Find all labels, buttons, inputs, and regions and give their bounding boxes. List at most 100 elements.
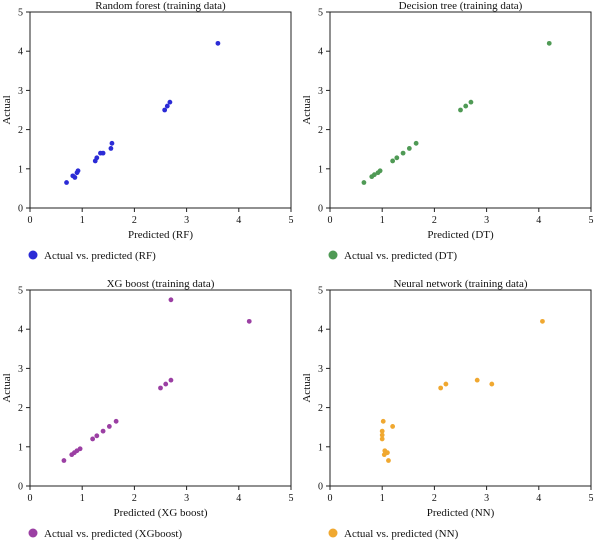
x-tick-label: 5 — [589, 215, 594, 226]
y-tick-label: 2 — [318, 125, 323, 136]
data-point — [400, 150, 406, 156]
data-point — [468, 99, 474, 105]
data-point — [162, 107, 168, 113]
data-point — [163, 381, 169, 387]
x-tick-label: 2 — [132, 215, 137, 226]
data-point — [61, 458, 67, 463]
legend-marker — [28, 528, 38, 538]
data-point — [380, 418, 386, 424]
data-point — [64, 180, 69, 185]
x-tick-label: 1 — [380, 493, 385, 504]
data-point — [109, 140, 115, 146]
data-point — [379, 432, 385, 438]
legend-marker — [328, 528, 338, 538]
chart-panel-2: Decision tree (training data) 0 1 2 3 4 5 0 1 2 3 4… — [301, 0, 594, 262]
y-tick-label: 0 — [18, 482, 23, 493]
data-point — [463, 103, 469, 109]
data-point — [385, 450, 390, 456]
y-tick-label: 1 — [18, 164, 23, 175]
x-tick-label: 0 — [328, 493, 333, 504]
data-point — [77, 446, 83, 452]
data-point — [75, 168, 81, 174]
y-tick-label: 5 — [318, 286, 323, 297]
x-tick-label: 3 — [184, 215, 189, 226]
x-tick-label: 5 — [289, 493, 294, 504]
x-tick-label: 4 — [536, 493, 541, 504]
x-tick-label: 5 — [289, 215, 294, 226]
x-tick-label: 2 — [432, 215, 437, 226]
x-axis-label: Predicted (DT) — [427, 229, 494, 241]
y-tick-label: 2 — [18, 403, 23, 414]
plot-frame — [29, 11, 292, 209]
legend-marker — [28, 250, 38, 260]
x-tick-label: 0 — [328, 215, 333, 226]
x-axis-label: Predicted (NN) — [427, 507, 495, 519]
y-tick-label: 0 — [318, 204, 323, 215]
chart-panel-3: XG boost (training data) 0 1 2 3 4 5 0 1 2 3 4 5 Pred… — [1, 278, 294, 540]
y-tick-label: 3 — [18, 86, 23, 97]
x-tick-label: 4 — [536, 215, 541, 226]
data-point — [361, 180, 367, 185]
data-point — [377, 168, 383, 174]
y-tick-label: 5 — [18, 286, 23, 297]
chart-title: Neural network (training data) — [393, 278, 527, 290]
data-point — [167, 99, 173, 105]
data-point — [72, 175, 78, 180]
plot-frame — [29, 289, 292, 487]
data-point — [458, 107, 463, 113]
x-axis-label: Predicted (XG boost) — [113, 507, 207, 519]
data-point — [164, 103, 170, 109]
chart-title: Random forest (training data) — [95, 0, 226, 12]
x-tick-label: 1 — [80, 493, 85, 504]
y-tick-label: 5 — [18, 8, 23, 19]
data-point — [474, 377, 480, 383]
y-tick-label: 4 — [318, 325, 323, 336]
chart-panel-4: Neural network (training data) 0 1 2 3 4 5 0 1 2 3… — [301, 278, 594, 540]
x-tick-label: 0 — [28, 215, 33, 226]
x-tick-label: 4 — [236, 493, 241, 504]
data-point — [108, 146, 114, 151]
y-tick-label: 3 — [18, 364, 23, 375]
data-point — [90, 436, 96, 442]
y-axis-label: Actual — [1, 95, 13, 124]
y-tick-label: 4 — [18, 325, 23, 336]
data-point — [158, 385, 163, 391]
data-point — [390, 424, 396, 429]
y-tick-label: 1 — [18, 442, 23, 453]
x-tick-label: 3 — [484, 215, 489, 226]
data-point — [438, 385, 444, 391]
y-tick-label: 4 — [318, 47, 323, 58]
y-tick-label: 1 — [318, 442, 323, 453]
data-point — [540, 318, 545, 324]
x-tick-label: 2 — [432, 493, 437, 504]
data-point — [443, 381, 449, 387]
y-tick-label: 2 — [18, 125, 23, 136]
data-point — [394, 155, 400, 161]
data-point — [94, 433, 100, 439]
y-axis-label: Actual — [1, 373, 13, 402]
y-tick-label: 4 — [18, 47, 23, 58]
chart-panel-1: Random forest (training data) 0 1 2 3 4 5 0 1 2 3 4… — [1, 0, 294, 262]
plot-frame — [329, 11, 592, 209]
legend-marker — [328, 250, 338, 260]
data-point — [413, 140, 419, 146]
data-point — [106, 424, 112, 429]
legend-label: Actual vs. predicted (DT) — [344, 250, 457, 262]
y-axis-label: Actual — [301, 95, 313, 124]
data-point — [379, 428, 385, 434]
data-point — [215, 40, 221, 46]
x-tick-label: 3 — [184, 493, 189, 504]
x-tick-label: 0 — [28, 493, 33, 504]
data-point — [94, 155, 100, 161]
data-point — [379, 436, 385, 442]
chart-title: Decision tree (training data) — [399, 0, 523, 12]
x-tick-label: 1 — [380, 215, 385, 226]
data-point — [100, 428, 106, 434]
y-tick-label: 0 — [318, 482, 323, 493]
data-point — [489, 381, 495, 387]
data-point — [546, 40, 552, 46]
data-point — [386, 458, 391, 463]
legend-label: Actual vs. predicted (XGboost) — [44, 528, 182, 540]
data-point — [406, 146, 412, 151]
